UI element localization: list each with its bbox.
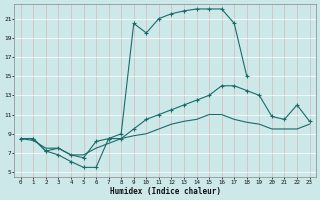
X-axis label: Humidex (Indice chaleur): Humidex (Indice chaleur) — [110, 187, 220, 196]
